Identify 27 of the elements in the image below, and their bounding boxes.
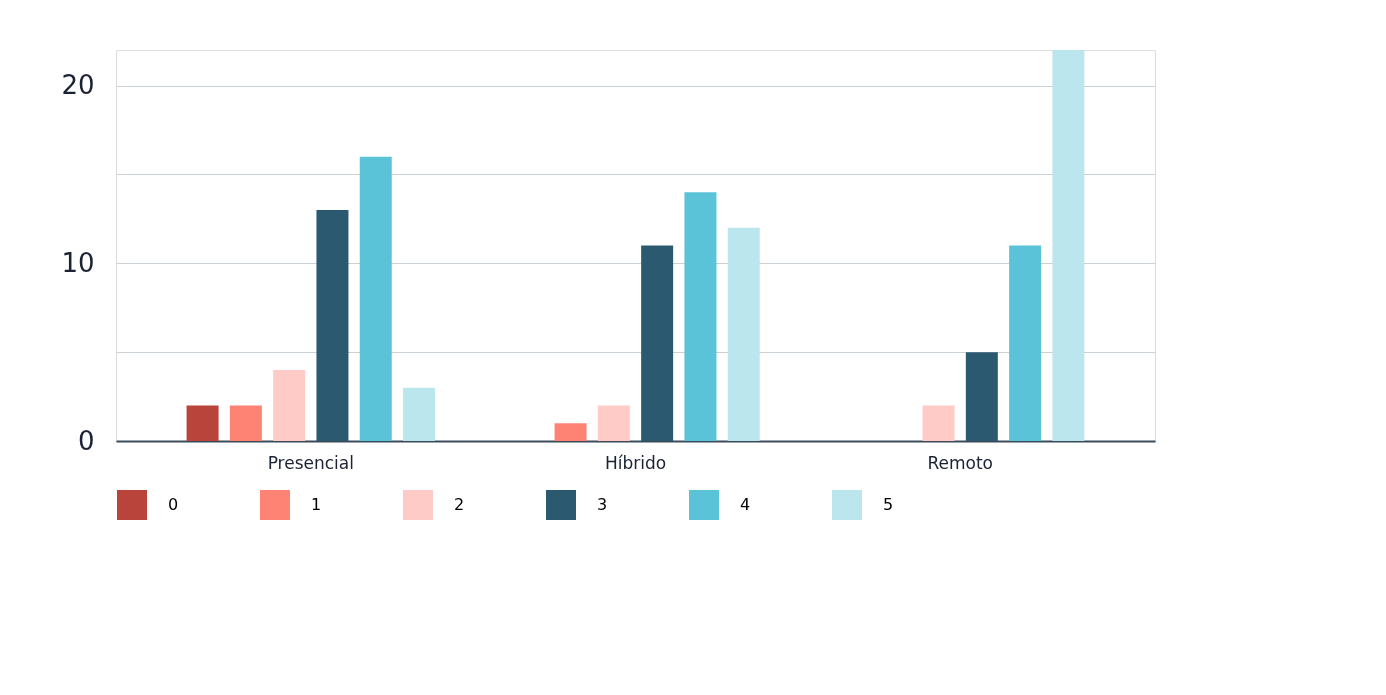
x-tick-label: Remoto xyxy=(927,452,993,473)
y-tick-label: 0 xyxy=(77,425,95,456)
bar xyxy=(359,156,392,441)
x-tick-label: Presencial xyxy=(267,452,354,473)
bar xyxy=(965,352,998,441)
legend-label: 5 xyxy=(883,495,894,514)
bar xyxy=(554,423,587,441)
x-tick-label: Híbrido xyxy=(604,452,667,473)
legend-label: 4 xyxy=(740,495,751,514)
y-tick-label: 10 xyxy=(61,247,95,278)
legend-label: 2 xyxy=(454,495,465,514)
legend-label: 3 xyxy=(597,495,608,514)
y-tick-label: 20 xyxy=(61,70,95,101)
bar xyxy=(597,405,630,441)
bar xyxy=(641,245,674,441)
bar xyxy=(273,369,306,441)
bar xyxy=(229,405,262,441)
bar xyxy=(1009,245,1042,441)
bar xyxy=(186,405,219,441)
bar xyxy=(1052,50,1085,441)
legend-label: 0 xyxy=(168,495,179,514)
bar xyxy=(922,405,955,441)
bar xyxy=(403,387,436,441)
legend-label: 1 xyxy=(311,495,322,514)
bar xyxy=(727,227,760,441)
bar xyxy=(684,192,717,441)
bar xyxy=(316,209,349,441)
